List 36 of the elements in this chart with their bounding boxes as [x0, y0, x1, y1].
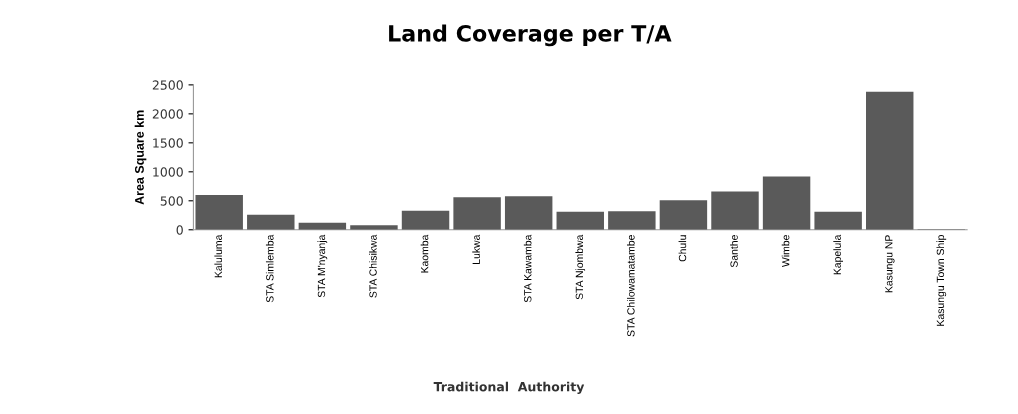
bar	[247, 214, 295, 230]
bar	[866, 91, 914, 230]
x-tick-label: STA Chisikwa	[369, 234, 377, 298]
x-tick-label: Kasungu Town Ship	[936, 235, 947, 326]
x-tick-label: STA Chilowamatambe	[626, 235, 635, 337]
x-tick-label: STA Njombwa	[575, 234, 586, 300]
bar	[762, 176, 811, 230]
x-tick-label: Kaomba	[420, 234, 429, 273]
x-tick-label: Lukwa	[472, 234, 480, 264]
x-tick-label: Santhe	[730, 235, 738, 268]
y-axis-title: Area Square km	[134, 110, 147, 205]
y-tick-label: 1500	[153, 138, 183, 148]
bar	[711, 191, 759, 230]
bar	[659, 200, 708, 230]
x-tick-label: Wimbe	[781, 235, 790, 267]
bar	[195, 194, 243, 230]
x-tick-label: STA Kawamba	[523, 234, 532, 303]
y-tick-label: 0	[176, 225, 183, 235]
x-tick-label: Chulu	[678, 235, 687, 262]
x-axis-title: Traditional Authority	[433, 381, 585, 394]
bar	[453, 197, 501, 230]
y-tick-label: 1000	[153, 167, 183, 177]
x-tick-label: Kasungu NP	[885, 235, 895, 293]
y-tick-label: 2000	[152, 109, 183, 119]
y-tick-label: 500	[160, 196, 183, 206]
x-tick-label: STA Simlemba	[265, 234, 274, 303]
x-tick-label: Kapelula	[833, 234, 844, 275]
y-tick-label: 2500	[152, 80, 183, 90]
x-tick-label: STA M'nyanja	[317, 234, 328, 298]
bar	[556, 211, 604, 230]
x-tick-label: Kaluluma	[214, 234, 223, 278]
bar	[608, 211, 656, 230]
bar	[401, 210, 450, 230]
chart-title: Land Coverage per T/A	[389, 24, 672, 47]
bar	[814, 211, 862, 230]
bar	[504, 196, 553, 230]
